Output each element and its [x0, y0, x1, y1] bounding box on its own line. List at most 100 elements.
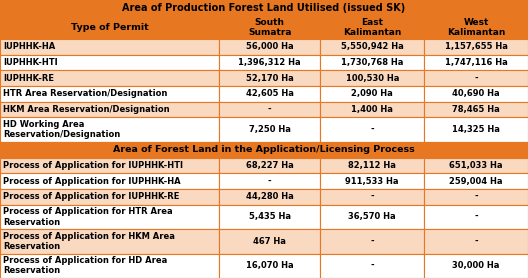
Bar [0, 142, 528, 158]
Text: 1,400 Ha: 1,400 Ha [351, 105, 393, 114]
Text: -: - [474, 212, 478, 221]
Text: 1,730,768 Ha: 1,730,768 Ha [341, 58, 403, 67]
Bar [320, 205, 424, 229]
Text: West
Kalimantan: West Kalimantan [447, 18, 505, 37]
Text: Process of Application for HD Area
Reservation: Process of Application for HD Area Reser… [3, 256, 167, 275]
Text: 467 Ha: 467 Ha [253, 237, 286, 246]
Text: 100,530 Ha: 100,530 Ha [345, 74, 399, 83]
Text: IUPHHK-RE: IUPHHK-RE [3, 74, 54, 83]
Bar [219, 102, 320, 118]
Bar [424, 173, 528, 189]
Bar [0, 71, 219, 86]
Text: -: - [371, 237, 374, 246]
Text: 36,570 Ha: 36,570 Ha [348, 212, 396, 221]
Text: HTR Area Reservation/Designation: HTR Area Reservation/Designation [3, 90, 167, 98]
Bar [219, 118, 320, 142]
Bar [424, 102, 528, 118]
Text: Process of Application for IUPHHK-HTI: Process of Application for IUPHHK-HTI [3, 161, 183, 170]
Bar [0, 39, 219, 55]
Bar [0, 158, 219, 173]
Bar [219, 229, 320, 254]
Text: 78,465 Ha: 78,465 Ha [452, 105, 500, 114]
Text: Type of Permit: Type of Permit [71, 23, 148, 32]
Bar [0, 86, 219, 102]
Text: East
Kalimantan: East Kalimantan [343, 18, 401, 37]
Bar [424, 205, 528, 229]
Text: 1,157,655 Ha: 1,157,655 Ha [445, 43, 507, 51]
Bar [320, 118, 424, 142]
Bar [0, 102, 219, 118]
Bar [424, 71, 528, 86]
Bar [320, 102, 424, 118]
Bar [320, 158, 424, 173]
Bar [0, 254, 219, 278]
Text: 30,000 Ha: 30,000 Ha [452, 261, 499, 270]
Bar [0, 55, 219, 71]
Text: 259,004 Ha: 259,004 Ha [449, 177, 503, 186]
Bar [424, 39, 528, 55]
Text: -: - [371, 261, 374, 270]
Text: 68,227 Ha: 68,227 Ha [246, 161, 294, 170]
Bar [219, 158, 320, 173]
Bar [0, 189, 219, 205]
Bar [219, 71, 320, 86]
Bar [320, 16, 424, 39]
Bar [219, 173, 320, 189]
Bar [424, 254, 528, 278]
Bar [219, 55, 320, 71]
Text: IUPHHK-HTI: IUPHHK-HTI [3, 58, 58, 67]
Text: Process of Application for HTR Area
Reservation: Process of Application for HTR Area Rese… [3, 207, 173, 227]
Bar [424, 86, 528, 102]
Bar [0, 0, 528, 16]
Text: 2,090 Ha: 2,090 Ha [351, 90, 393, 98]
Bar [219, 16, 320, 39]
Text: -: - [371, 125, 374, 134]
Text: 1,747,116 Ha: 1,747,116 Ha [445, 58, 507, 67]
Text: 16,070 Ha: 16,070 Ha [246, 261, 294, 270]
Bar [219, 205, 320, 229]
Text: -: - [474, 192, 478, 201]
Bar [219, 189, 320, 205]
Bar [320, 55, 424, 71]
Text: -: - [474, 237, 478, 246]
Bar [0, 173, 219, 189]
Text: Area of Forest Land in the Application/Licensing Process: Area of Forest Land in the Application/L… [113, 145, 415, 154]
Bar [424, 55, 528, 71]
Bar [320, 229, 424, 254]
Bar [320, 71, 424, 86]
Bar [424, 229, 528, 254]
Bar [424, 118, 528, 142]
Text: Process of Application for HKM Area
Reservation: Process of Application for HKM Area Rese… [3, 232, 175, 251]
Bar [424, 158, 528, 173]
Bar [424, 189, 528, 205]
Text: 40,690 Ha: 40,690 Ha [452, 90, 500, 98]
Bar [0, 118, 219, 142]
Bar [320, 39, 424, 55]
Bar [320, 189, 424, 205]
Bar [219, 86, 320, 102]
Text: 52,170 Ha: 52,170 Ha [246, 74, 294, 83]
Bar [320, 173, 424, 189]
Text: HD Working Area
Reservation/Designation: HD Working Area Reservation/Designation [3, 120, 120, 139]
Bar [0, 16, 219, 39]
Text: 651,033 Ha: 651,033 Ha [449, 161, 503, 170]
Bar [0, 205, 219, 229]
Text: Area of Production Forest Land Utilised (issued SK): Area of Production Forest Land Utilised … [122, 3, 406, 13]
Text: -: - [268, 177, 271, 186]
Bar [219, 254, 320, 278]
Bar [219, 39, 320, 55]
Text: -: - [371, 192, 374, 201]
Text: 56,000 Ha: 56,000 Ha [246, 43, 294, 51]
Text: 82,112 Ha: 82,112 Ha [348, 161, 396, 170]
Text: Process of Application for IUPHHK-RE: Process of Application for IUPHHK-RE [3, 192, 180, 201]
Text: HKM Area Reservation/Designation: HKM Area Reservation/Designation [3, 105, 170, 114]
Text: 14,325 Ha: 14,325 Ha [452, 125, 500, 134]
Text: Process of Application for IUPHHK-HA: Process of Application for IUPHHK-HA [3, 177, 181, 186]
Bar [320, 86, 424, 102]
Text: 7,250 Ha: 7,250 Ha [249, 125, 291, 134]
Text: 5,435 Ha: 5,435 Ha [249, 212, 291, 221]
Text: South
Sumatra: South Sumatra [248, 18, 291, 37]
Bar [0, 229, 219, 254]
Bar [320, 254, 424, 278]
Bar [424, 16, 528, 39]
